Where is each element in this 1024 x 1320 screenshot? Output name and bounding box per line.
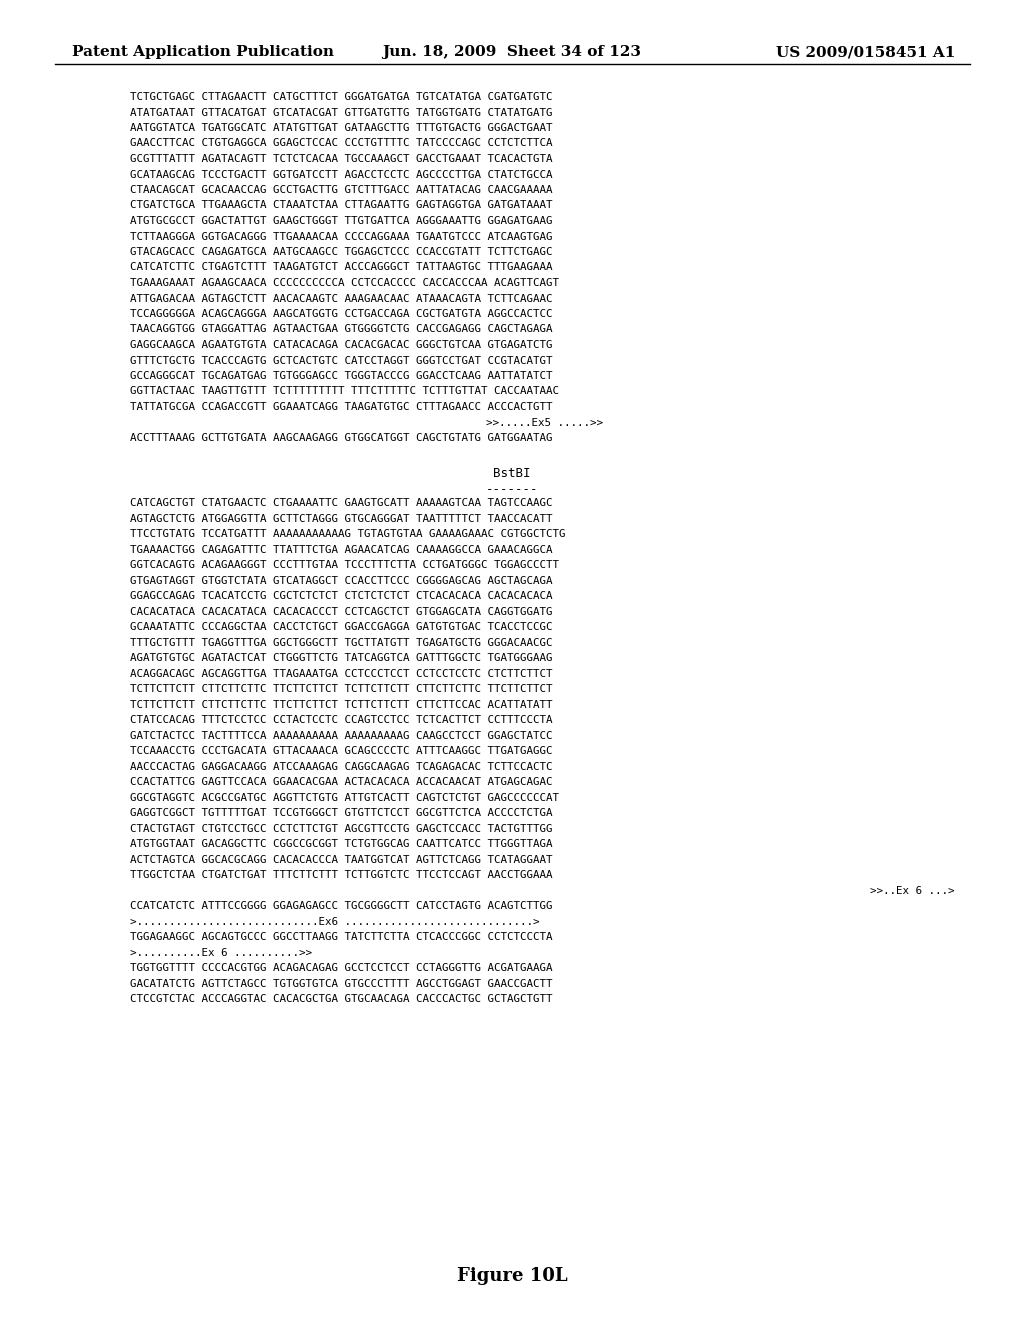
Text: TCTTAAGGGA GGTGACAGGG TTGAAAACAA CCCCAGGAAA TGAATGTCCC ATCAAGTGAG: TCTTAAGGGA GGTGACAGGG TTGAAAACAA CCCCAGG…: [130, 231, 553, 242]
Text: AGATGTGTGC AGATACTCAT CTGGGTTCTG TATCAGGTCA GATTTGGCTC TGATGGGAAG: AGATGTGTGC AGATACTCAT CTGGGTTCTG TATCAGG…: [130, 653, 553, 663]
Text: AACCCACTAG GAGGACAAGG ATCCAAAGAG CAGGCAAGAG TCAGAGACAC TCTTCCACTC: AACCCACTAG GAGGACAAGG ATCCAAAGAG CAGGCAA…: [130, 762, 553, 772]
Text: GAGGTCGGCT TGTTTTTGAT TCCGTGGGCT GTGTTCTCCT GGCGTTCTCA ACCCCTCTGA: GAGGTCGGCT TGTTTTTGAT TCCGTGGGCT GTGTTCT…: [130, 808, 553, 818]
Text: TGAAAGAAAT AGAAGCAACA CCCCCCCCCCA CCTCCACCCC CACCACCCAA ACAGTTCAGT: TGAAAGAAAT AGAAGCAACA CCCCCCCCCCA CCTCCA…: [130, 279, 559, 288]
Text: GGAGCCAGAG TCACATCCTG CGCTCTCTCT CTCTCTCTCT CTCACACACA CACACACACA: GGAGCCAGAG TCACATCCTG CGCTCTCTCT CTCTCTC…: [130, 591, 553, 601]
Text: GTACAGCACC CAGAGATGCA AATGCAAGCC TGGAGCTCCC CCACCGTATT TCTTCTGAGC: GTACAGCACC CAGAGATGCA AATGCAAGCC TGGAGCT…: [130, 247, 553, 257]
Text: GGCGTAGGTC ACGCCGATGC AGGTTCTGTG ATTGTCACTT CAGTCTCTGT GAGCCCCCCAT: GGCGTAGGTC ACGCCGATGC AGGTTCTGTG ATTGTCA…: [130, 792, 559, 803]
Text: ATATGATAAT GTTACATGAT GTCATACGAT GTTGATGTTG TATGGTGATG CTATATGATG: ATATGATAAT GTTACATGAT GTCATACGAT GTTGATG…: [130, 107, 553, 117]
Text: ATGTGCGCCT GGACTATTGT GAAGCTGGGT TTGTGATTCA AGGGAAATTG GGAGATGAAG: ATGTGCGCCT GGACTATTGT GAAGCTGGGT TTGTGAT…: [130, 216, 553, 226]
Text: GACATATCTG AGTTCTAGCC TGTGGTGTCA GTGCCCTTTT AGCCTGGAGT GAACCGACTT: GACATATCTG AGTTCTAGCC TGTGGTGTCA GTGCCCT…: [130, 978, 553, 989]
Text: CCATCATCTC ATTTCCGGGG GGAGAGAGCC TGCGGGGCTT CATCCTAGTG ACAGTCTTGG: CCATCATCTC ATTTCCGGGG GGAGAGAGCC TGCGGGG…: [130, 902, 553, 911]
Text: ACCTTTAAAG GCTTGTGATA AAGCAAGAGG GTGGCATGGT CAGCTGTATG GATGGAATAG: ACCTTTAAAG GCTTGTGATA AAGCAAGAGG GTGGCAT…: [130, 433, 553, 444]
Text: CTATCCACAG TTTCTCCTCC CCTACTCCTC CCAGTCCTCC TCTCACTTCT CCTTTCCCTA: CTATCCACAG TTTCTCCTCC CCTACTCCTC CCAGTCC…: [130, 715, 553, 725]
Text: AATGGTATCA TGATGGCATC ATATGTTGAT GATAAGCTTG TTTGTGACTG GGGACTGAAT: AATGGTATCA TGATGGCATC ATATGTTGAT GATAAGC…: [130, 123, 553, 133]
Text: US 2009/0158451 A1: US 2009/0158451 A1: [775, 45, 955, 59]
Text: CATCATCTTC CTGAGTCTTT TAAGATGTCT ACCCAGGGCT TATTAAGTGC TTTGAAGAAA: CATCATCTTC CTGAGTCTTT TAAGATGTCT ACCCAGG…: [130, 263, 553, 272]
Text: >>.....Ex5 .....>>: >>.....Ex5 .....>>: [421, 417, 603, 428]
Text: CTCCGTCTAC ACCCAGGTAC CACACGCTGA GTGCAACAGA CACCCACTGC GCTAGCTGTT: CTCCGTCTAC ACCCAGGTAC CACACGCTGA GTGCAAC…: [130, 994, 553, 1005]
Text: TGAAAACTGG CAGAGATTTC TTATTTCTGA AGAACATCAG CAAAAGGCCA GAAACAGGCA: TGAAAACTGG CAGAGATTTC TTATTTCTGA AGAACAT…: [130, 545, 553, 554]
Text: TATTATGCGA CCAGACCGTT GGAAATCAGG TAAGATGTGC CTTTAGAACC ACCCACTGTT: TATTATGCGA CCAGACCGTT GGAAATCAGG TAAGATG…: [130, 403, 553, 412]
Text: TAACAGGTGG GTAGGATTAG AGTAACTGAA GTGGGGTCTG CACCGAGAGG CAGCTAGAGA: TAACAGGTGG GTAGGATTAG AGTAACTGAA GTGGGGT…: [130, 325, 553, 334]
Text: >>..Ex 6 ...>: >>..Ex 6 ...>: [870, 886, 955, 895]
Text: CACACATACA CACACATACA CACACACCCT CCTCAGCTCT GTGGAGCATA CAGGTGGATG: CACACATACA CACACATACA CACACACCCT CCTCAGC…: [130, 607, 553, 616]
Text: Figure 10L: Figure 10L: [457, 1267, 567, 1284]
Text: TGGAGAAGGC AGCAGTGCCC GGCCTTAAGG TATCTTCTTA CTCACCCGGC CCTCTCCCTA: TGGAGAAGGC AGCAGTGCCC GGCCTTAAGG TATCTTC…: [130, 932, 553, 942]
Text: GGTTACTAAC TAAGTTGTTT TCTTTTTTTTT TTTCTTTTTC TCTTTGTTAT CACCAATAAC: GGTTACTAAC TAAGTTGTTT TCTTTTTTTTT TTTCTT…: [130, 387, 559, 396]
Text: TCTGCTGAGC CTTAGAACTT CATGCTTTCT GGGATGATGA TGTCATATGA CGATGATGTC: TCTGCTGAGC CTTAGAACTT CATGCTTTCT GGGATGA…: [130, 92, 553, 102]
Text: GCGTTTATTT AGATACAGTT TCTCTCACAA TGCCAAAGCT GACCTGAAAT TCACACTGTA: GCGTTTATTT AGATACAGTT TCTCTCACAA TGCCAAA…: [130, 154, 553, 164]
Text: ACAGGACAGC AGCAGGTTGA TTAGAAATGA CCTCCCTCCT CCTCCTCCTC CTCTTCTTCT: ACAGGACAGC AGCAGGTTGA TTAGAAATGA CCTCCCT…: [130, 669, 553, 678]
Text: BstBI: BstBI: [494, 467, 530, 480]
Text: CCACTATTCG GAGTTCCACA GGAACACGAA ACTACACACA ACCACAACAT ATGAGCAGAC: CCACTATTCG GAGTTCCACA GGAACACGAA ACTACAC…: [130, 777, 553, 787]
Text: TCTTCTTCTT CTTCTTCTTC TTCTTCTTCT TCTTCTTCTT CTTCTTCCAC ACATTATATT: TCTTCTTCTT CTTCTTCTTC TTCTTCTTCT TCTTCTT…: [130, 700, 553, 710]
Text: AGTAGCTCTG ATGGAGGTTA GCTTCTAGGG GTGCAGGGAT TAATTTTTCT TAACCACATT: AGTAGCTCTG ATGGAGGTTA GCTTCTAGGG GTGCAGG…: [130, 513, 553, 524]
Text: CATCAGCTGT CTATGAACTC CTGAAAATTC GAAGTGCATT AAAAAGTCAA TAGTCCAAGC: CATCAGCTGT CTATGAACTC CTGAAAATTC GAAGTGC…: [130, 498, 553, 508]
Text: CTGATCTGCA TTGAAAGCTA CTAAATCTAA CTTAGAATTG GAGTAGGTGA GATGATAAAT: CTGATCTGCA TTGAAAGCTA CTAAATCTAA CTTAGAA…: [130, 201, 553, 210]
Text: TGGTGGTTTT CCCCACGTGG ACAGACAGAG GCCTCCTCCT CCTAGGGTTG ACGATGAAGA: TGGTGGTTTT CCCCACGTGG ACAGACAGAG GCCTCCT…: [130, 964, 553, 973]
Text: GTTTCTGCTG TCACCCAGTG GCTCACTGTC CATCCTAGGT GGGTCCTGAT CCGTACATGT: GTTTCTGCTG TCACCCAGTG GCTCACTGTC CATCCTA…: [130, 355, 553, 366]
Text: CTACTGTAGT CTGTCCTGCC CCTCTTCTGT AGCGTTCCTG GAGCTCCACC TACTGTTTGG: CTACTGTAGT CTGTCCTGCC CCTCTTCTGT AGCGTTC…: [130, 824, 553, 834]
Text: ACTCTAGTCA GGCACGCAGG CACACACCCA TAATGGTCAT AGTTCTCAGG TCATAGGAAT: ACTCTAGTCA GGCACGCAGG CACACACCCA TAATGGT…: [130, 854, 553, 865]
Text: TCTTCTTCTT CTTCTTCTTC TTCTTCTTCT TCTTCTTCTT CTTCTTCTTC TTCTTCTTCT: TCTTCTTCTT CTTCTTCTTC TTCTTCTTCT TCTTCTT…: [130, 684, 553, 694]
Text: Jun. 18, 2009  Sheet 34 of 123: Jun. 18, 2009 Sheet 34 of 123: [383, 45, 641, 59]
Text: GAACCTTCAC CTGTGAGGCA GGAGCTCCAC CCCTGTTTTC TATCCCCAGC CCTCTCTTCA: GAACCTTCAC CTGTGAGGCA GGAGCTCCAC CCCTGTT…: [130, 139, 553, 149]
Text: ATGTGGTAAT GACAGGCTTC CGGCCGCGGT TCTGTGGCAG CAATTCATCC TTGGGTTAGA: ATGTGGTAAT GACAGGCTTC CGGCCGCGGT TCTGTGG…: [130, 840, 553, 849]
Text: GCCAGGGCAT TGCAGATGAG TGTGGGAGCC TGGGTACCCG GGACCTCAAG AATTATATCT: GCCAGGGCAT TGCAGATGAG TGTGGGAGCC TGGGTAC…: [130, 371, 553, 381]
Text: TTCCTGTATG TCCATGATTT AAAAAAAAAAAG TGTAGTGTAA GAAAAGAAAC CGTGGCTCTG: TTCCTGTATG TCCATGATTT AAAAAAAAAAAG TGTAG…: [130, 529, 565, 539]
Text: GAGGCAAGCA AGAATGTGTA CATACACAGA CACACGACAC GGGCTGTCAA GTGAGATCTG: GAGGCAAGCA AGAATGTGTA CATACACAGA CACACGA…: [130, 341, 553, 350]
Text: >............................Ex6 .............................>: >............................Ex6 .......…: [130, 916, 540, 927]
Text: GCATAAGCAG TCCCTGACTT GGTGATCCTT AGACCTCCTC AGCCCCTTGA CTATCTGCCA: GCATAAGCAG TCCCTGACTT GGTGATCCTT AGACCTC…: [130, 169, 553, 180]
Text: TTGGCTCTAA CTGATCTGAT TTTCTTCTTT TCTTGGTCTC TTCCTCCAGT AACCTGGAAA: TTGGCTCTAA CTGATCTGAT TTTCTTCTTT TCTTGGT…: [130, 870, 553, 880]
Text: -------: -------: [485, 483, 539, 495]
Text: ATTGAGACAA AGTAGCTCTT AACACAAGTC AAAGAACAAC ATAAACAGTA TCTTCAGAAC: ATTGAGACAA AGTAGCTCTT AACACAAGTC AAAGAAC…: [130, 293, 553, 304]
Text: GTGAGTAGGT GTGGTCTATA GTCATAGGCT CCACCTTCCC CGGGGAGCAG AGCTAGCAGA: GTGAGTAGGT GTGGTCTATA GTCATAGGCT CCACCTT…: [130, 576, 553, 586]
Text: Patent Application Publication: Patent Application Publication: [72, 45, 334, 59]
Text: GCAAATATTC CCCAGGCTAA CACCTCTGCT GGACCGAGGA GATGTGTGAC TCACCTCCGC: GCAAATATTC CCCAGGCTAA CACCTCTGCT GGACCGA…: [130, 622, 553, 632]
Text: TCCAGGGGGA ACAGCAGGGA AAGCATGGTG CCTGACCAGA CGCTGATGTA AGGCCACTCC: TCCAGGGGGA ACAGCAGGGA AAGCATGGTG CCTGACC…: [130, 309, 553, 319]
Text: TCCAAACCTG CCCTGACATA GTTACAAACA GCAGCCCCTC ATTTCAAGGC TTGATGAGGC: TCCAAACCTG CCCTGACATA GTTACAAACA GCAGCCC…: [130, 746, 553, 756]
Text: GATCTACTCC TACTTTTCCA AAAAAAAAAA AAAAAAAAAG CAAGCCTCCT GGAGCTATCC: GATCTACTCC TACTTTTCCA AAAAAAAAAA AAAAAAA…: [130, 730, 553, 741]
Text: GGTCACAGTG ACAGAAGGGT CCCTTTGTAA TCCCTTTCTTA CCTGATGGGC TGGAGCCCTT: GGTCACAGTG ACAGAAGGGT CCCTTTGTAA TCCCTTT…: [130, 560, 559, 570]
Text: CTAACAGCAT GCACAACCAG GCCTGACTTG GTCTTTGACC AATTATACAG CAACGAAAAA: CTAACAGCAT GCACAACCAG GCCTGACTTG GTCTTTG…: [130, 185, 553, 195]
Text: >..........Ex 6 ..........>>: >..........Ex 6 ..........>>: [130, 948, 312, 957]
Text: TTTGCTGTTT TGAGGTTTGA GGCTGGGCTT TGCTTATGTT TGAGATGCTG GGGACAACGC: TTTGCTGTTT TGAGGTTTGA GGCTGGGCTT TGCTTAT…: [130, 638, 553, 648]
